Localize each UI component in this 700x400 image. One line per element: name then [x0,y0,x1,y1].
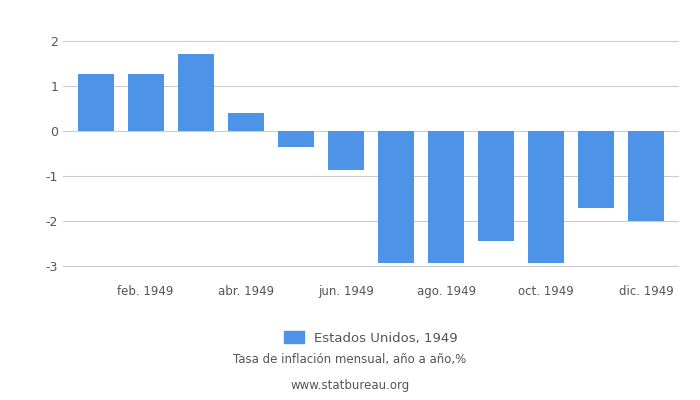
Text: www.statbureau.org: www.statbureau.org [290,380,410,392]
Text: Tasa de inflación mensual, año a año,%: Tasa de inflación mensual, año a año,% [233,354,467,366]
Bar [78,74,113,131]
Bar [328,131,364,170]
Bar [178,54,214,131]
Bar [578,131,615,208]
Bar [278,131,314,148]
Bar [378,131,414,263]
Bar [228,113,264,131]
Bar [428,131,464,263]
Legend: Estados Unidos, 1949: Estados Unidos, 1949 [284,331,458,345]
Bar [478,131,514,241]
Bar [629,131,664,221]
Bar [127,74,164,131]
Bar [528,131,564,263]
